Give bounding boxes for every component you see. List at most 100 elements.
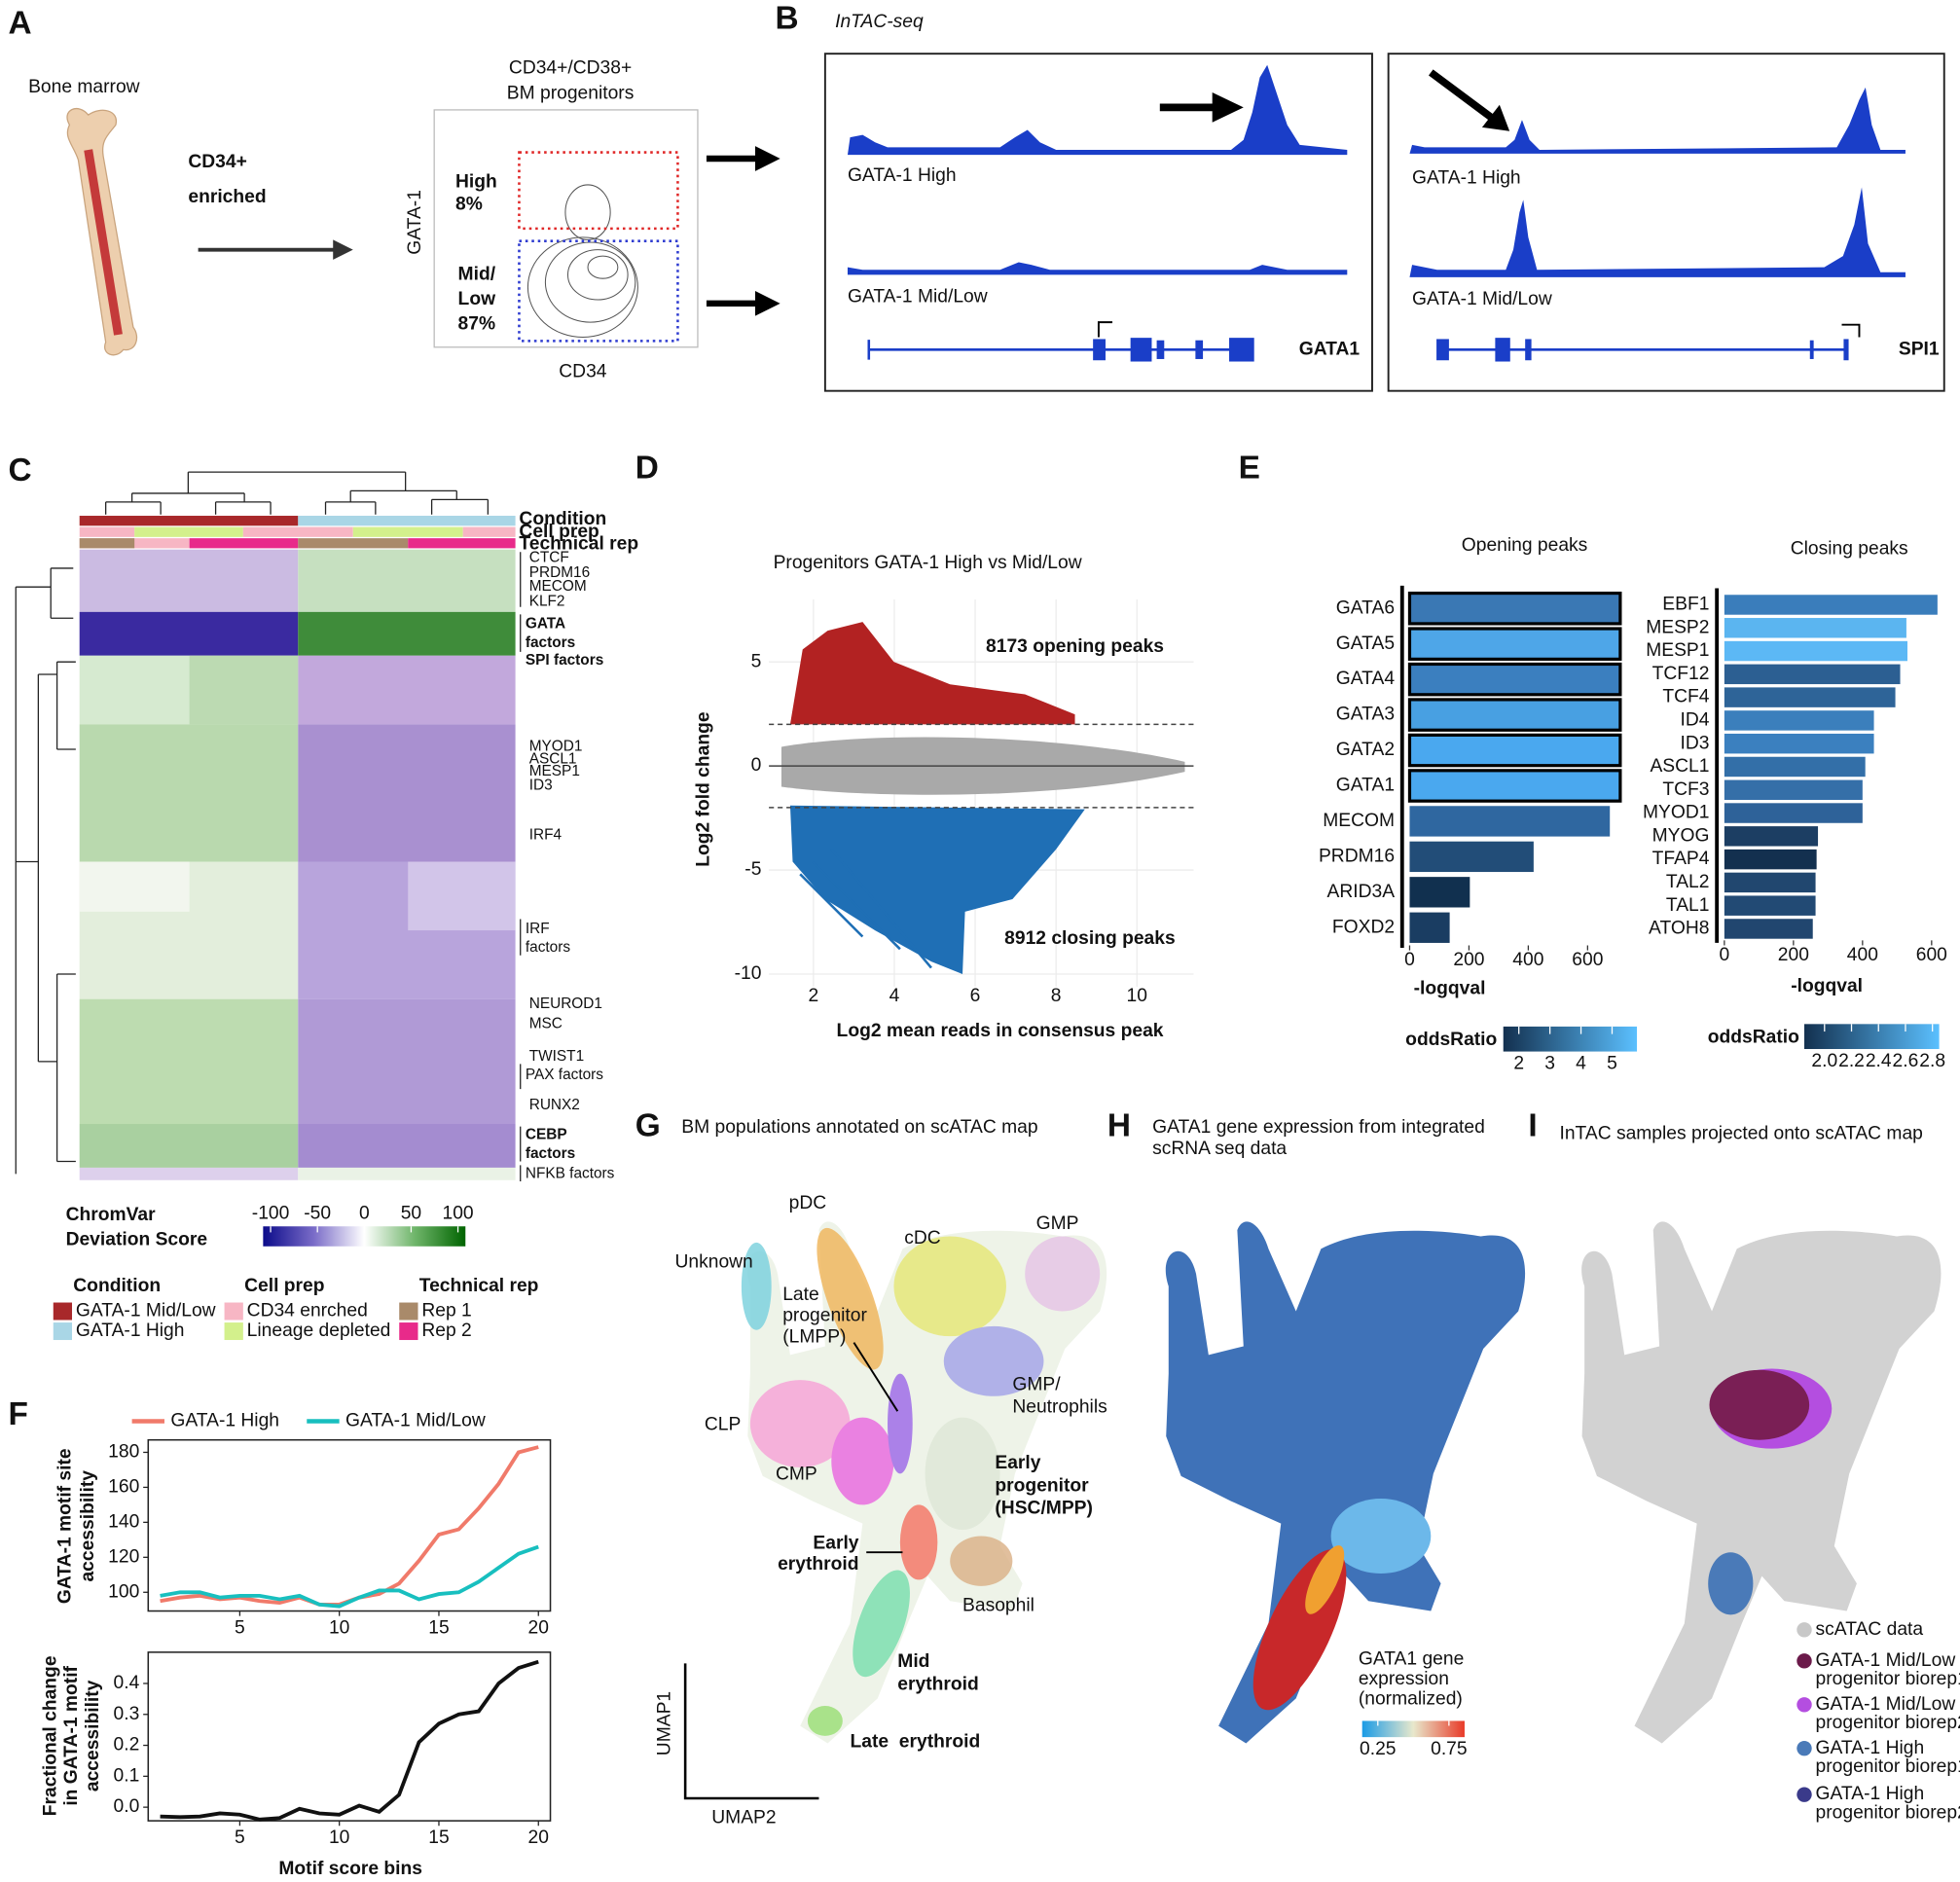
peaks xyxy=(847,64,1906,277)
category-label: ATOH8 xyxy=(1649,919,1709,939)
cluster-label: Mid xyxy=(897,1651,929,1672)
category-label: GATA3 xyxy=(1336,705,1395,725)
axis-title: in GATA-1 motif xyxy=(61,1665,82,1805)
legend-label: GATA-1 High xyxy=(76,1321,185,1341)
x-tick-label: 200 xyxy=(1453,950,1484,970)
bar xyxy=(1409,912,1450,943)
chart-title: Progenitors GATA-1 High vs Mid/Low xyxy=(774,553,1082,573)
panel-b: InTAC-seq GATA-1 High GATA-1 Mid/Low GAT… xyxy=(823,12,1945,392)
motif-label: MESP1 xyxy=(529,763,580,779)
axis-title: accessibility xyxy=(83,1680,103,1792)
legend-label: progenitor biorep2 xyxy=(1816,1802,1960,1823)
category-label: GATA5 xyxy=(1336,633,1395,654)
bar xyxy=(1724,687,1896,707)
legend-title: GATA1 gene xyxy=(1359,1649,1464,1670)
colorbar-tick-label: 0.25 xyxy=(1360,1739,1396,1759)
cluster-label: Neutrophils xyxy=(1012,1396,1107,1417)
track-label: GATA-1 High xyxy=(848,165,957,186)
colorbar-tick-label: 2.8 xyxy=(1919,1051,1945,1071)
motif-label: NEUROD1 xyxy=(529,995,602,1012)
x-tick-label: 400 xyxy=(1512,950,1543,970)
colorbar-tick-label: 5 xyxy=(1607,1053,1617,1073)
projected-cells xyxy=(1709,1369,1810,1440)
track-label: GATA-1 Mid/Low xyxy=(1412,289,1552,309)
high-gate xyxy=(518,151,679,231)
legend-label: GATA-1 Mid/Low xyxy=(345,1411,486,1431)
panel-a: Bone marrow CD34+ enriched CD34+/CD38+ B… xyxy=(28,58,780,382)
bar xyxy=(1407,769,1622,803)
panel-label: C xyxy=(9,452,32,489)
category-label: MESP2 xyxy=(1646,617,1709,637)
panel-label: I xyxy=(1528,1108,1537,1144)
panel-f: GATA-1 motif site accessibility Fraction… xyxy=(40,1448,422,1879)
charts: 2 4 6 8 10-10-505GATA6GATA5GATA4GATA3GATA2GA… xyxy=(108,585,1947,1848)
column-dendrogram xyxy=(15,471,490,1175)
category-label: ASCL1 xyxy=(1650,756,1709,777)
expression-region xyxy=(1305,1545,1345,1614)
y-tick-label: 0.1 xyxy=(114,1765,140,1786)
colorbar-title: Deviation Score xyxy=(66,1229,208,1249)
y-tick-label: 0.2 xyxy=(114,1735,140,1755)
colorbar-tick-label: 2.6 xyxy=(1893,1051,1919,1071)
title: InTAC samples projected onto scATAC map xyxy=(1559,1123,1922,1143)
motif-label: GATA xyxy=(526,616,565,633)
motif-labels: CTCF PRDM16 MECOM KLF2 GATA factors SPI … xyxy=(520,550,615,1181)
panel-label: A xyxy=(9,5,32,41)
arrow xyxy=(1428,69,1498,124)
label: CD34+/CD38+ xyxy=(509,58,632,79)
category-label: MECOM xyxy=(1323,811,1395,831)
annotation-row-label: Technical rep xyxy=(519,534,638,555)
category-label: FOXD2 xyxy=(1332,917,1395,937)
panel-c: Condition Cell prep Technical rep CTCF P… xyxy=(15,471,638,1341)
flow-frame xyxy=(433,109,699,348)
cluster-label: Early xyxy=(995,1453,1040,1473)
colorbar-tick-label: 2 xyxy=(1513,1053,1524,1073)
y-tick-label: 180 xyxy=(108,1442,139,1463)
category-label: MYOD1 xyxy=(1643,803,1709,823)
y-tick-label: 0.0 xyxy=(114,1796,140,1817)
colorbar-tick-label: 2.2 xyxy=(1838,1051,1865,1071)
legend-label: Rep 2 xyxy=(421,1321,471,1341)
motif-label: KLF2 xyxy=(529,594,565,610)
y-tick-label: 160 xyxy=(108,1476,139,1497)
title: GATA1 gene expression from integrated xyxy=(1152,1117,1485,1138)
x-tick-label: 200 xyxy=(1778,945,1809,965)
panel-label: D xyxy=(635,450,659,486)
legend-label: Rep 1 xyxy=(421,1301,471,1321)
bar xyxy=(1724,618,1906,638)
x-tick-label: 15 xyxy=(428,1828,449,1848)
category-label: GATA4 xyxy=(1336,669,1396,689)
colorbar-title: oddsRatio xyxy=(1405,1030,1497,1050)
legend-swatch xyxy=(1797,1787,1812,1802)
x-tick-label: 10 xyxy=(329,1618,349,1639)
motif-label: ASCL1 xyxy=(529,750,577,767)
category-label: GATA6 xyxy=(1336,597,1395,618)
colorbar-tick-label: 0 xyxy=(359,1203,370,1223)
motif-label: NFKB factors xyxy=(526,1165,615,1181)
panel-label: G xyxy=(635,1108,661,1144)
category-label: TAL1 xyxy=(1666,895,1710,916)
x-tick-label: 6 xyxy=(970,986,981,1006)
bar xyxy=(1407,627,1622,661)
cluster-label: Late xyxy=(782,1285,818,1305)
cluster-label: Late erythroid xyxy=(851,1731,981,1752)
axis-title: Log2 mean reads in consensus peak xyxy=(837,1021,1164,1041)
label: CD34+ xyxy=(188,152,246,172)
legend-swatch xyxy=(399,1322,418,1341)
chart-title: Closing peaks xyxy=(1791,539,1908,560)
umap-axes xyxy=(683,1663,819,1800)
category-label: EBF1 xyxy=(1662,595,1709,615)
track-label: GATA-1 Mid/Low xyxy=(848,287,988,308)
legend-swatch xyxy=(224,1322,243,1341)
chart-title: Opening peaks xyxy=(1462,535,1587,556)
plot-frame xyxy=(147,1651,552,1822)
legend-swatch xyxy=(1797,1740,1812,1756)
x-tick-label: 10 xyxy=(329,1828,349,1848)
legend-label: GATA-1 High xyxy=(1816,1784,1925,1804)
legend-title: Technical rep xyxy=(419,1276,539,1296)
colorbar-tick-label: 50 xyxy=(401,1203,421,1223)
arrow xyxy=(754,146,780,316)
cluster-label: Unknown xyxy=(675,1252,753,1273)
colorbar-tick-label: -50 xyxy=(304,1203,331,1223)
